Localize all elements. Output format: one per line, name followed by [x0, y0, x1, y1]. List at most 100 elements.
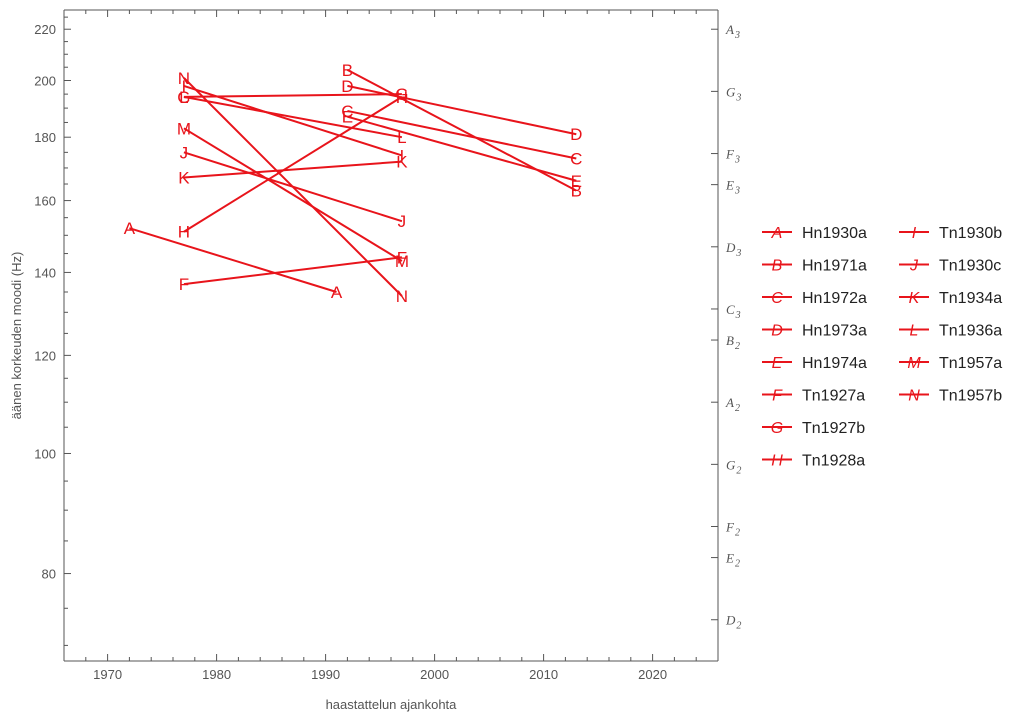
point-label-b: B: [342, 61, 353, 80]
legend-swatch-letter: G: [771, 420, 783, 437]
legend-swatch-letter: D: [771, 323, 783, 340]
legend-swatch-letter: B: [772, 258, 783, 275]
legend-label: Tn1928a: [802, 453, 865, 470]
point-label-f: F: [397, 248, 407, 267]
x-axis-title: haastattelun ajankohta: [326, 697, 458, 712]
note-tick-label: E2: [725, 551, 740, 570]
point-label-m: M: [395, 252, 409, 271]
legend-swatch-letter: K: [909, 290, 921, 307]
note-tick-label: D3: [725, 240, 741, 259]
legend-label: Tn1934a: [939, 290, 1002, 307]
point-label-l: L: [397, 128, 406, 147]
point-label-m: M: [177, 119, 191, 138]
legend-swatch-letter: L: [910, 323, 919, 340]
x-tick-label: 2020: [638, 667, 667, 682]
note-tick-label: E3: [725, 178, 740, 197]
y-tick-label: 180: [34, 130, 56, 145]
point-label-j: J: [398, 212, 407, 231]
point-label-a: A: [331, 283, 343, 302]
point-label-h: H: [396, 88, 408, 107]
y-tick-label: 160: [34, 194, 56, 209]
point-label-b: B: [571, 182, 582, 201]
legend-label: Tn1936a: [939, 323, 1002, 340]
legend-label: Hn1972a: [802, 290, 867, 307]
point-label-e: E: [571, 172, 582, 191]
legend-swatch-letter: H: [771, 453, 783, 470]
point-label-c: C: [341, 102, 353, 121]
y-tick-label: 200: [34, 74, 56, 89]
legend-swatch-letter: A: [771, 225, 783, 242]
series-line-n: [183, 77, 403, 297]
point-label-n: N: [396, 287, 408, 306]
series-line-h: [183, 96, 403, 233]
x-tick-label: 1990: [311, 667, 340, 682]
legend-label: Tn1930b: [939, 225, 1002, 242]
legend: A Hn1930a B Hn1971a C Hn1972a D Hn1973a E Hn1974a…: [762, 225, 1002, 470]
x-tick-label: 2010: [529, 667, 558, 682]
series-lines: [129, 68, 577, 297]
legend-swatch-letter: N: [908, 388, 920, 405]
note-tick-label: G2: [726, 457, 741, 476]
point-label-d: D: [570, 125, 582, 144]
x-tick-label: 1980: [202, 667, 231, 682]
note-tick-label: F3: [725, 147, 740, 166]
point-label-c: C: [570, 150, 582, 169]
legend-swatch-letter: I: [912, 225, 917, 242]
y-tick-label: 80: [42, 567, 56, 582]
y-tick-label: 220: [34, 22, 56, 37]
point-label-h: H: [178, 223, 190, 242]
legend-label: Tn1957b: [939, 388, 1002, 405]
series-line-l: [183, 95, 403, 139]
note-tick-label: A2: [725, 395, 740, 414]
series-line-e: [347, 115, 577, 182]
y-tick-label: 120: [34, 348, 56, 363]
point-label-i: I: [182, 77, 187, 96]
point-label-a: A: [124, 219, 136, 238]
point-label-d: D: [341, 77, 353, 96]
legend-label: Hn1930a: [802, 225, 867, 242]
legend-label: Tn1957a: [939, 355, 1002, 372]
legend-swatch-letter: E: [772, 355, 783, 372]
note-tick-label: D2: [725, 613, 741, 632]
note-tick-label: F2: [725, 520, 740, 539]
point-label-l: L: [179, 88, 188, 107]
x-tick-label: 2000: [420, 667, 449, 682]
point-label-j: J: [180, 143, 189, 162]
legend-label: Hn1973a: [802, 323, 867, 340]
series-line-k: [183, 160, 402, 179]
series-line-f: [183, 256, 403, 286]
point-label-g: G: [177, 88, 190, 107]
y-tick-label: 140: [34, 265, 56, 280]
note-tick-label: C3: [726, 302, 741, 321]
series-line-g: [183, 93, 402, 98]
legend-swatch-letter: C: [771, 290, 783, 307]
y-axis-title: äänen korkeuden moodi (Hz): [9, 252, 24, 420]
axes: 1970 1980 1990 2000 2010 2020 80 100 120 140 160 18…: [34, 9, 741, 682]
point-label-e: E: [342, 108, 353, 127]
legend-swatch-letter: M: [907, 355, 921, 372]
note-tick-label: A3: [725, 22, 740, 41]
note-tick-label: G3: [726, 84, 741, 103]
legend-swatch-letter: J: [909, 258, 919, 275]
point-label-i: I: [400, 146, 405, 165]
point-label-k: K: [396, 153, 408, 172]
y-tick-label: 100: [34, 446, 56, 461]
series-line-m: [183, 127, 403, 262]
x-tick-label: 1970: [93, 667, 122, 682]
legend-label: Hn1971a: [802, 258, 867, 275]
note-tick-label: B2: [726, 333, 740, 352]
legend-label: Tn1927b: [802, 420, 865, 437]
series-line-i: [183, 84, 403, 157]
legend-label: Tn1927a: [802, 388, 865, 405]
point-label-k: K: [178, 169, 190, 188]
legend-label: Hn1974a: [802, 355, 867, 372]
point-label-n: N: [178, 69, 190, 88]
point-label-g: G: [395, 85, 408, 104]
series-line-a: [129, 227, 337, 293]
point-label-f: F: [179, 275, 189, 294]
legend-label: Tn1930c: [939, 258, 1001, 275]
series-line-b: [346, 68, 577, 192]
series-line-c: [347, 109, 577, 160]
